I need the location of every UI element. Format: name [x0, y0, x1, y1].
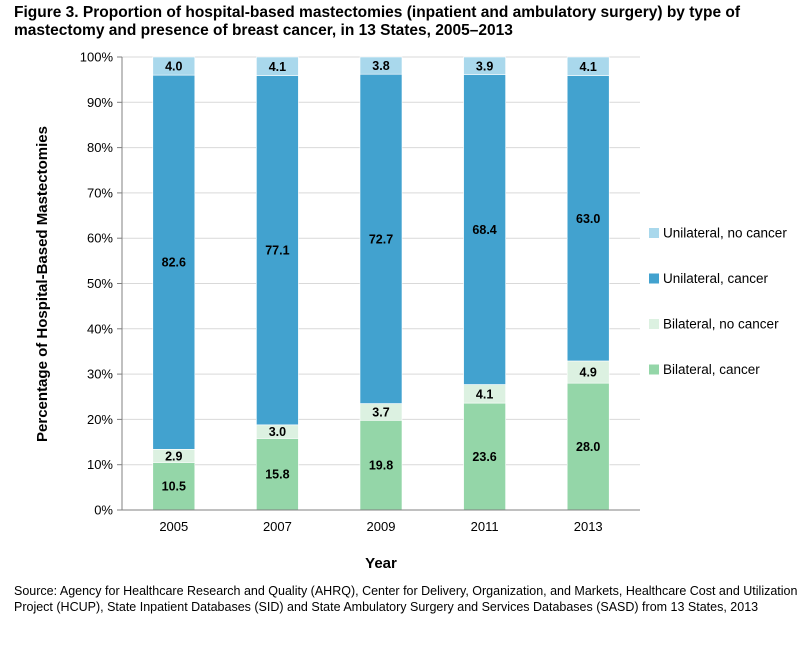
y-tick-label: 40% [87, 321, 113, 336]
data-label: 63.0 [576, 212, 600, 226]
bar-segment [256, 56, 299, 76]
y-tick-label: 50% [87, 276, 113, 291]
data-label: 4.1 [269, 60, 286, 74]
bar-segment [152, 56, 196, 76]
bar-segment [463, 74, 506, 385]
legend-swatch [649, 364, 659, 375]
x-tick-label: 2009 [367, 519, 396, 534]
bar-segment [566, 75, 610, 362]
legend-label: Unilateral, no cancer [663, 226, 787, 241]
data-label: 4.0 [165, 60, 182, 74]
legend-swatch [649, 273, 659, 284]
x-tick-label: 2007 [263, 519, 292, 534]
y-tick-label: 0% [94, 503, 113, 518]
axes: 0% 10% 20% 30% 40% 50% 60% 70% 80% 90% 100% 2005 200… [80, 50, 640, 534]
data-label: 3.7 [372, 405, 389, 419]
y-tick-label: 80% [87, 140, 113, 155]
bar-segment [463, 56, 506, 75]
data-label: 72.7 [369, 232, 393, 246]
legend-label: Bilateral, no cancer [663, 317, 779, 332]
data-label: 3.9 [476, 59, 493, 73]
data-label: 77.1 [265, 244, 289, 258]
bars: 10.5 2.9 82.6 4.0 15.8 3.0 77.1 4.1 19.8 3.7 72.7 3… [152, 56, 610, 511]
x-tick-label: 2011 [471, 519, 499, 534]
bar-segment [566, 56, 610, 76]
y-tick-label: 100% [80, 50, 114, 65]
legend-swatch [649, 228, 659, 238]
bar-segment [152, 74, 196, 450]
bar-segment [256, 75, 299, 426]
x-tick-label: 2005 [159, 519, 188, 534]
stacked-bar-chart: 10.5 2.9 82.6 4.0 15.8 3.0 77.1 4.1 19.8 3.7 72.7 3… [34, 50, 787, 573]
data-label: 82.6 [162, 256, 186, 270]
figure-title: Figure 3. Proportion of hospital-based m… [14, 4, 741, 39]
y-tick-label: 70% [87, 185, 113, 200]
y-tick-label: 30% [87, 367, 113, 382]
y-tick-label: 90% [87, 95, 113, 110]
data-label: 15.8 [265, 468, 289, 482]
data-label: 4.1 [476, 387, 493, 401]
bar-segment [463, 402, 506, 511]
source-note: Source: Agency for Healthcare Research a… [14, 584, 798, 614]
legend-label: Unilateral, cancer [663, 271, 769, 286]
bar-segment [359, 56, 403, 75]
y-tick-label: 10% [87, 457, 113, 472]
data-label: 2.9 [165, 449, 182, 463]
data-label: 23.6 [472, 450, 496, 464]
legend: Unilateral, no cancer Unilateral, cancer B… [649, 226, 787, 377]
data-label: 68.4 [472, 223, 496, 237]
data-label: 4.1 [580, 60, 597, 74]
x-tick-label: 2013 [574, 519, 603, 534]
data-label: 4.9 [580, 366, 597, 380]
data-label: 10.5 [162, 480, 186, 494]
data-label: 3.8 [372, 59, 389, 73]
legend-swatch [649, 319, 659, 329]
y-tick-label: 20% [87, 412, 113, 427]
bar-segment [359, 73, 403, 404]
legend-label: Bilateral, cancer [663, 362, 760, 377]
y-axis-label: Percentage of Hospital-Based Mastectomie… [34, 126, 51, 442]
x-axis-label: Year [365, 555, 397, 572]
data-label: 3.0 [269, 425, 286, 439]
data-label: 28.0 [576, 440, 600, 454]
y-tick-label: 60% [87, 231, 113, 246]
data-label: 19.8 [369, 459, 393, 473]
